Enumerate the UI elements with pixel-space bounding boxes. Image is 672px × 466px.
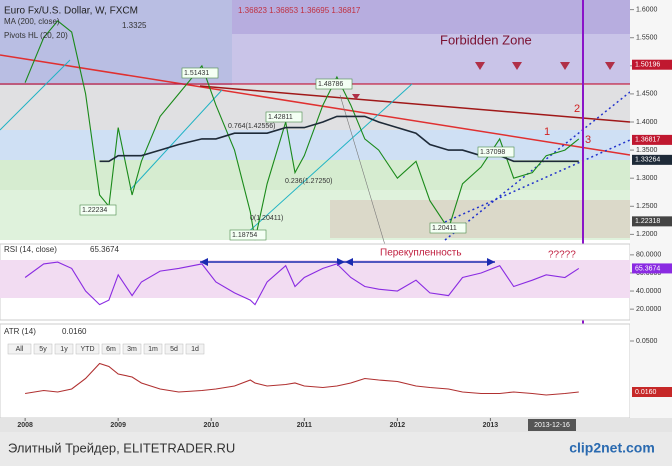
annotation: 1.18754 — [232, 232, 257, 239]
price-marker — [632, 154, 672, 165]
y-tick-label: 1.4000 — [636, 119, 658, 126]
legend-label: MA (200, close) — [4, 17, 60, 26]
panel-title: RSI (14, close) — [4, 245, 57, 254]
label-box — [315, 78, 353, 90]
range-button[interactable] — [101, 343, 121, 355]
panel-value: 65.3674 — [90, 245, 119, 254]
y-tick-label: 1.5500 — [636, 35, 658, 42]
price-marker-label: 1.36817 — [635, 137, 660, 144]
y-tick-label: 20.0000 — [636, 306, 661, 313]
range-button-label: 5d — [170, 346, 178, 353]
annotation: 1.20411 — [432, 225, 457, 232]
label-box — [477, 146, 515, 158]
y-tick-label: 40.0000 — [636, 288, 661, 295]
series-line — [25, 362, 579, 396]
range-button[interactable] — [164, 343, 184, 355]
price-marker-label: 1.22318 — [635, 218, 660, 225]
annotation: 3 — [585, 134, 591, 146]
y-tick-label: 1.2500 — [636, 203, 658, 210]
range-button-label: 1y — [60, 346, 68, 353]
series-line — [24, 20, 580, 241]
panel-title: ATR (14) — [4, 327, 36, 336]
annotation: 1.36823 1.36853 1.36695 1.36817 — [238, 6, 361, 15]
annotation: 1.3325 — [122, 21, 147, 30]
value-box — [632, 387, 672, 397]
annotation: 1 — [544, 126, 550, 138]
annotation: 0.764(1.42556) — [228, 123, 275, 130]
panel-value: 0.0160 — [62, 327, 87, 336]
label-box — [265, 111, 303, 123]
series-line — [24, 261, 580, 306]
price-marker — [632, 216, 672, 227]
range-button[interactable] — [7, 343, 32, 355]
x-tick-label: 2008 — [17, 422, 33, 429]
label-box — [429, 222, 467, 234]
x-tick-label: 2013 — [483, 422, 499, 429]
annotation: ????? — [548, 250, 576, 261]
annotation: 1.42811 — [268, 114, 293, 121]
y-tick-label: 1.6000 — [636, 6, 658, 13]
value-box-label: 0.0160 — [635, 389, 657, 396]
annotation: 0(1.20411) — [250, 215, 283, 222]
price-marker — [632, 134, 672, 145]
panel-title: Euro Fx/U.S. Dollar, W, FXCM — [4, 6, 138, 17]
price-marker-label: 1.50196 — [635, 62, 660, 69]
range-button[interactable] — [122, 343, 142, 355]
label-box — [181, 67, 219, 79]
range-button-label: YTD — [81, 346, 95, 353]
range-button-label: All — [16, 346, 24, 353]
label-box — [229, 229, 267, 241]
x-tick-label: 2012 — [390, 422, 406, 429]
annotation: 0.236(1.27250) — [285, 178, 332, 185]
x-tick-label: 2009 — [110, 422, 126, 429]
annotation: 1.48786 — [318, 81, 343, 88]
footer-caption: Элитный Трейдер, ELITETRADER.RU — [8, 440, 235, 455]
y-tick-label: 1.4500 — [636, 91, 658, 98]
annotation: Перекупленность — [380, 248, 462, 259]
annotation: 1.22234 — [82, 207, 107, 214]
x-tick-label: 2010 — [203, 422, 219, 429]
price-marker-label: 1.33264 — [635, 157, 660, 164]
x-tick-label: 2011 — [297, 422, 312, 429]
price-marker — [632, 59, 672, 70]
annotation: 2 — [574, 103, 580, 115]
range-button[interactable] — [54, 343, 74, 355]
annotation: Pivots HL (20, 20) — [4, 31, 68, 40]
y-tick-label: 1.2000 — [636, 231, 658, 238]
range-button[interactable] — [33, 343, 53, 355]
annotation: Forbidden Zone — [440, 32, 532, 47]
range-button-label: 1d — [191, 346, 199, 353]
label-box — [79, 204, 117, 216]
range-button-label: 6m — [106, 346, 116, 353]
range-button[interactable] — [75, 343, 100, 355]
value-box — [632, 263, 672, 274]
range-button-label: 5y — [39, 346, 47, 353]
value-box-label: 65.3674 — [635, 265, 660, 272]
annotation: 1.51431 — [184, 70, 209, 77]
date-label: 2013-12-16 — [534, 422, 570, 429]
range-button[interactable] — [185, 343, 205, 355]
footer-brand: clip2net.com — [569, 440, 655, 456]
y-tick-label: 80.0000 — [636, 252, 661, 259]
range-button-label: 1m — [148, 346, 158, 353]
range-button-label: 3m — [127, 346, 137, 353]
y-tick-label: 0.0500 — [636, 338, 658, 345]
annotation: 1.37098 — [480, 149, 505, 156]
y-tick-label: 1.3500 — [636, 147, 658, 154]
y-tick-label: 1.3000 — [636, 175, 658, 182]
range-button[interactable] — [143, 343, 163, 355]
